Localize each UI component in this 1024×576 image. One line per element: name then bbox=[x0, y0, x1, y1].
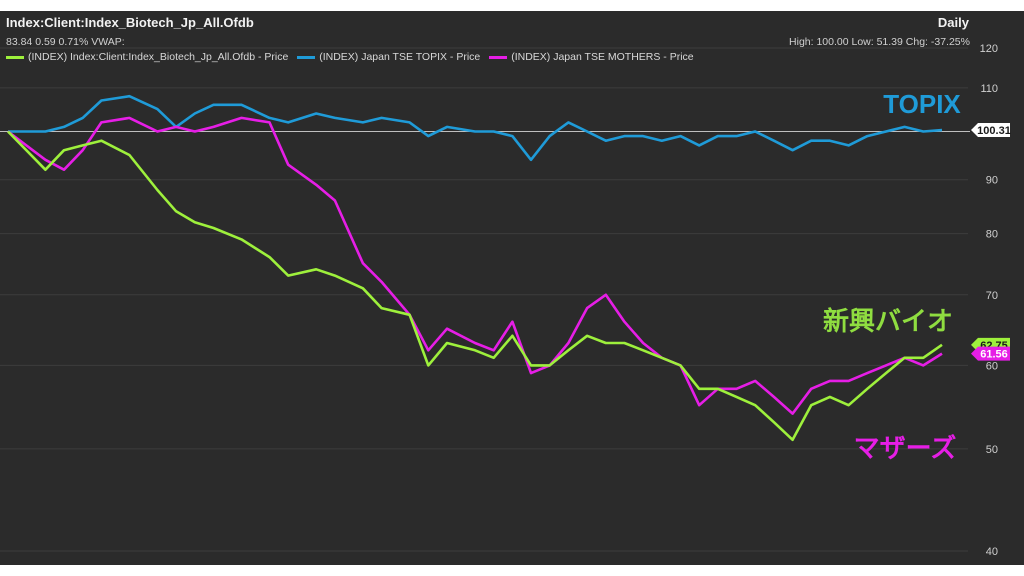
annotation-mothers: マザーズ bbox=[854, 433, 957, 464]
y-tick-label: 70 bbox=[986, 290, 998, 302]
y-tick-label: 120 bbox=[980, 43, 998, 55]
series-lines bbox=[7, 94, 943, 442]
period-label: Daily bbox=[937, 15, 969, 30]
high-low-change: High: 100.00 Low: 51.39 Chg: -37.25% bbox=[789, 36, 970, 48]
end-badge-topix bbox=[971, 123, 1010, 138]
legend-swatch-biotech bbox=[6, 55, 24, 59]
end-label-mothers: 61.56 bbox=[980, 349, 1008, 361]
series-line-topix[interactable] bbox=[8, 94, 943, 162]
annotation-biotech: 新興バイオ bbox=[823, 306, 953, 337]
end-badge-mothers bbox=[971, 346, 1010, 361]
legend-label-topix: (INDEX) Japan TSE TOPIX - Price bbox=[319, 51, 481, 63]
series-line-mothers[interactable] bbox=[7, 116, 943, 415]
y-tick-label: 40 bbox=[986, 546, 998, 558]
chart-panel: Index:Client:Index_Biotech_Jp_All.Ofdb 8… bbox=[0, 11, 1024, 565]
quote-stats: 83.84 0.59 0.71% VWAP: bbox=[6, 36, 125, 48]
legend-item-topix[interactable]: (INDEX) Japan TSE TOPIX - Price bbox=[297, 51, 480, 63]
legend: (INDEX) Index:Client:Index_Biotech_Jp_Al… bbox=[6, 51, 700, 63]
y-axis: 120 110 90 80 70 60 50 40 bbox=[980, 43, 998, 558]
end-label-topix: 100.31 bbox=[977, 125, 1011, 137]
legend-swatch-topix bbox=[297, 55, 316, 59]
legend-label-biotech: (INDEX) Index:Client:Index_Biotech_Jp_Al… bbox=[28, 51, 289, 63]
legend-item-biotech[interactable]: (INDEX) Index:Client:Index_Biotech_Jp_Al… bbox=[6, 51, 288, 63]
legend-swatch-mothers bbox=[489, 55, 508, 59]
y-tick-label: 90 bbox=[986, 175, 998, 187]
annotation-topix: TOPIX bbox=[883, 89, 961, 119]
y-tick-label: 110 bbox=[980, 83, 998, 95]
chart-title: Index:Client:Index_Biotech_Jp_All.Ofdb bbox=[6, 15, 254, 30]
y-tick-label: 80 bbox=[986, 229, 998, 241]
legend-label-mothers: (INDEX) Japan TSE MOTHERS - Price bbox=[511, 51, 694, 63]
y-tick-label: 60 bbox=[986, 360, 998, 372]
grid-lines bbox=[0, 47, 970, 552]
legend-item-mothers[interactable]: (INDEX) Japan TSE MOTHERS - Price bbox=[489, 51, 694, 63]
series-line-biotech[interactable] bbox=[7, 130, 943, 442]
y-tick-label: 50 bbox=[986, 444, 998, 456]
